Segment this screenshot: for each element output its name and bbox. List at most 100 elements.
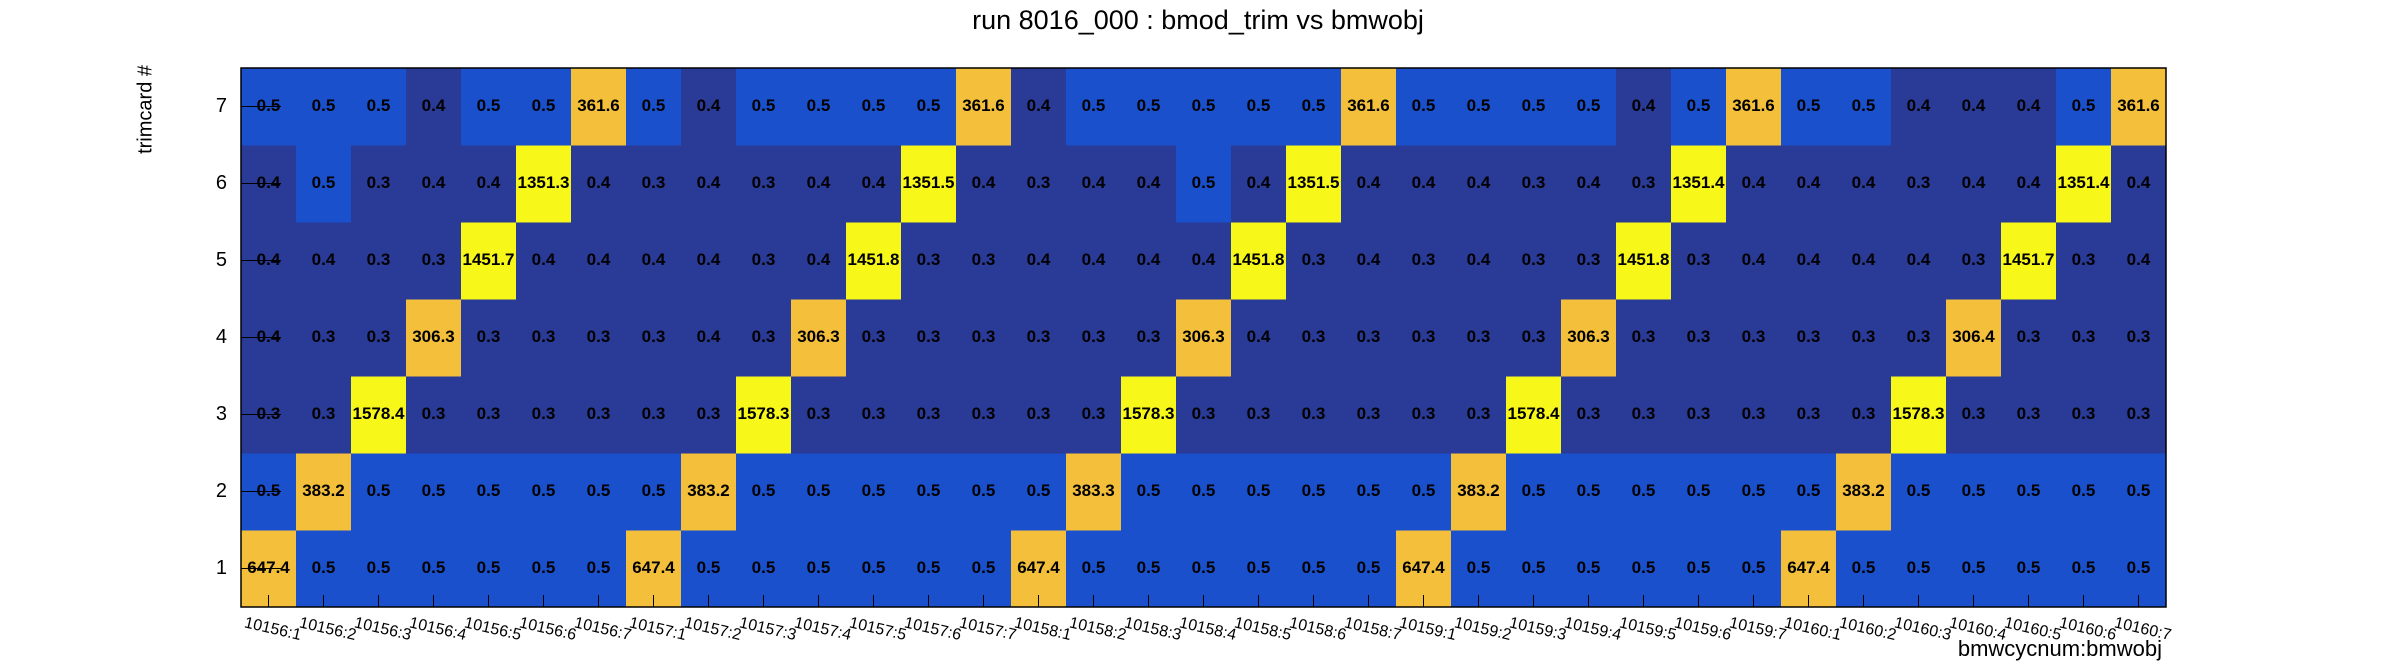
cell-label: 0.5 (1247, 96, 1271, 115)
cell-label: 0.5 (2072, 558, 2096, 577)
cell-label: 0.5 (1522, 558, 1546, 577)
cell (1891, 530, 1947, 608)
cell (296, 222, 352, 300)
cell-label: 0.3 (862, 404, 886, 423)
cell (1231, 453, 1287, 531)
cell-label: 0.5 (1632, 558, 1656, 577)
cell-label: 0.4 (1797, 173, 1821, 192)
cell (1671, 68, 1727, 146)
cell-label: 0.4 (1082, 250, 1106, 269)
cell (461, 299, 517, 377)
cell-label: 0.5 (422, 481, 446, 500)
cell (1561, 222, 1617, 300)
cell-label: 0.5 (477, 558, 501, 577)
cell (1176, 68, 1232, 146)
cell-label: 0.3 (587, 327, 611, 346)
cell-label: 0.3 (367, 173, 391, 192)
cell-label: 0.3 (1027, 327, 1051, 346)
cell (1451, 145, 1507, 223)
x-axis-label: bmwcycnum:bmwobj (1958, 636, 2162, 661)
cell (461, 145, 517, 223)
cell-label: 647.4 (1402, 558, 1445, 577)
x-tick-label: 10156:5 (463, 614, 523, 644)
cell-label: 0.3 (1082, 327, 1106, 346)
cell-label: 0.4 (1742, 250, 1766, 269)
cell (1451, 222, 1507, 300)
x-tick-label: 10156:7 (573, 614, 633, 644)
cell (1066, 453, 1122, 531)
cell (2111, 453, 2167, 531)
cell (1781, 222, 1837, 300)
cell-label: 0.4 (422, 173, 446, 192)
cell-label: 0.5 (257, 96, 281, 115)
cell (1561, 68, 1617, 146)
x-tick-label: 10159:7 (1728, 614, 1788, 644)
x-tick-label: 10158:4 (1178, 614, 1238, 644)
cell (1781, 145, 1837, 223)
cell (2111, 68, 2167, 146)
cell-label: 306.3 (1567, 327, 1610, 346)
cell (1121, 453, 1177, 531)
cell-label: 0.3 (1577, 404, 1601, 423)
cell (901, 299, 957, 377)
x-tick-label: 10157:1 (628, 614, 688, 644)
cell (1176, 299, 1232, 377)
cell-label: 0.3 (642, 327, 666, 346)
cell-label: 0.5 (862, 481, 886, 500)
cell (1066, 376, 1122, 454)
cell-label: 383.3 (1072, 481, 1115, 500)
cell-label: 0.3 (642, 173, 666, 192)
cell (1726, 145, 1782, 223)
cell (1836, 68, 1892, 146)
cell (1946, 299, 2002, 377)
cell-label: 1451.7 (463, 250, 515, 269)
cell (1011, 145, 1067, 223)
cell-label: 0.5 (972, 558, 996, 577)
x-tick-label: 10159:1 (1398, 614, 1458, 644)
cell-label: 1578.4 (1508, 404, 1561, 423)
cell-label: 0.3 (1907, 327, 1931, 346)
cell-label: 0.4 (697, 173, 721, 192)
cell (681, 299, 737, 377)
cell (1726, 68, 1782, 146)
cell-label: 0.3 (1522, 327, 1546, 346)
cell (626, 530, 682, 608)
cell (901, 376, 957, 454)
cell-label: 0.5 (1687, 481, 1711, 500)
cell (1781, 299, 1837, 377)
cell (846, 145, 902, 223)
cell-label: 0.3 (1687, 250, 1711, 269)
cell-label: 0.3 (1302, 327, 1326, 346)
cell (1286, 453, 1342, 531)
cell (2001, 376, 2057, 454)
x-tick-label: 10157:2 (683, 614, 743, 644)
cell-label: 0.3 (1137, 327, 1161, 346)
cell-label: 0.3 (1467, 327, 1491, 346)
cell-label: 306.4 (1952, 327, 1995, 346)
cell-label: 0.4 (312, 250, 336, 269)
cell (1781, 530, 1837, 608)
cell-label: 0.4 (1907, 250, 1931, 269)
cell-label: 0.5 (807, 481, 831, 500)
cell-label: 0.4 (697, 250, 721, 269)
cell (406, 68, 462, 146)
cell-label: 0.5 (587, 481, 611, 500)
cell (2111, 145, 2167, 223)
cell (956, 222, 1012, 300)
cell (1341, 376, 1397, 454)
cell (1231, 145, 1287, 223)
cell-label: 0.3 (1742, 404, 1766, 423)
cell-label: 0.4 (1357, 173, 1381, 192)
cell-label: 0.5 (1082, 558, 1106, 577)
cell (2001, 222, 2057, 300)
cell (1396, 453, 1452, 531)
cell-label: 1351.3 (518, 173, 570, 192)
x-tick-label: 10158:1 (1013, 614, 1073, 644)
cell-label: 0.4 (1027, 96, 1051, 115)
cell (1286, 376, 1342, 454)
cell (681, 68, 737, 146)
cell-label: 0.5 (1577, 481, 1601, 500)
cell-label: 0.5 (1302, 96, 1326, 115)
cell-label: 0.5 (1137, 558, 1161, 577)
